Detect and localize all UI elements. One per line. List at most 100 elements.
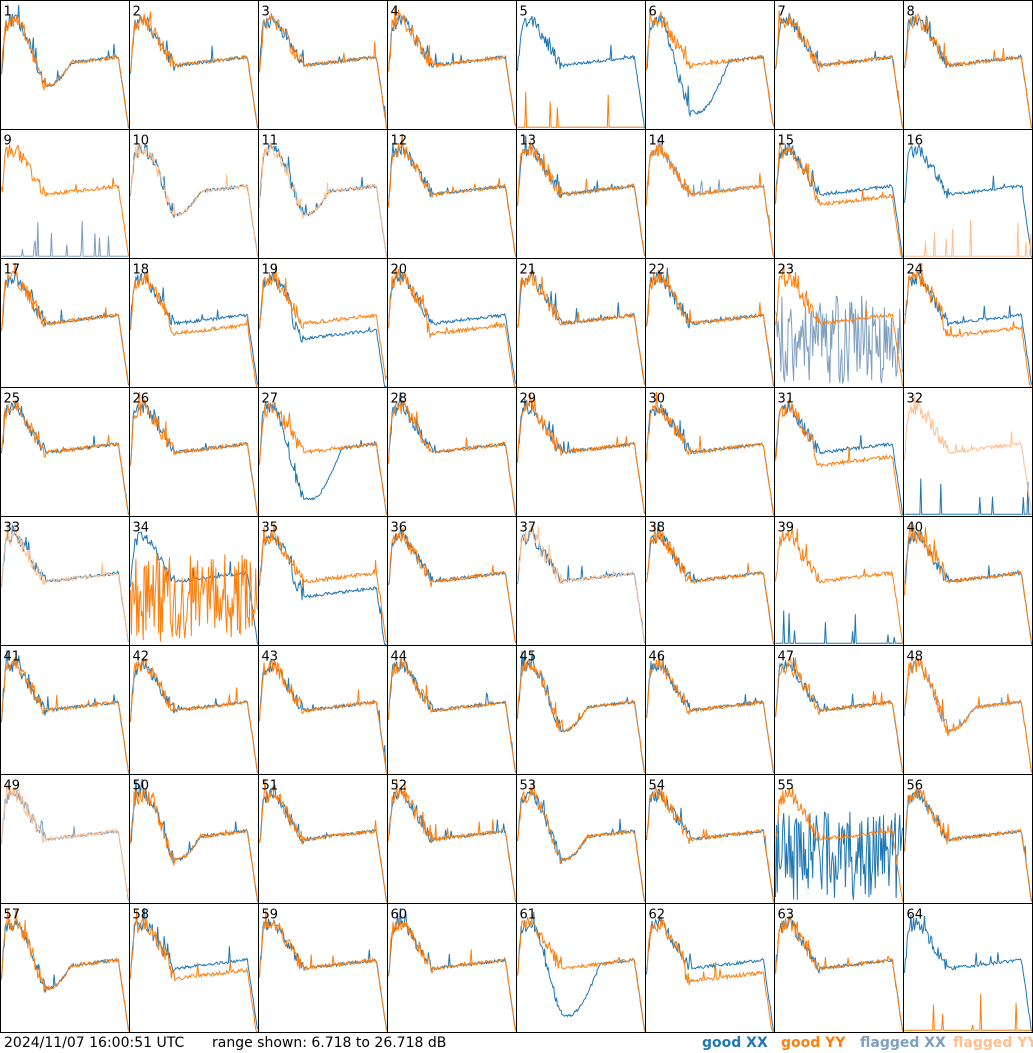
panel-label: 30 xyxy=(649,392,666,407)
panel-label: 19 xyxy=(262,263,279,278)
panel-label: 62 xyxy=(649,908,666,923)
panel-frame xyxy=(774,387,904,517)
panel-48: 48 xyxy=(903,645,1033,775)
panel-15: 15 xyxy=(774,129,904,259)
panel-11: 11 xyxy=(258,129,388,259)
panel-label: 15 xyxy=(778,134,795,149)
series-yy-line xyxy=(775,787,903,902)
series-yy-line xyxy=(1,522,129,643)
series-yy-line xyxy=(130,144,258,258)
panel-label: 3 xyxy=(262,5,270,20)
legend-flagged-yy: flagged YY xyxy=(953,1035,1033,1051)
panel-frame xyxy=(387,129,517,259)
panel-frame xyxy=(0,516,130,646)
panel-47: 47 xyxy=(774,645,904,775)
series-yy-line xyxy=(388,6,516,126)
series-xx-line xyxy=(775,610,903,644)
panel-4: 4 xyxy=(387,0,517,130)
panel-12: 12 xyxy=(387,129,517,259)
series-xx-line xyxy=(775,811,903,900)
panel-label: 10 xyxy=(133,134,150,149)
panel-frame xyxy=(129,387,259,517)
panel-44: 44 xyxy=(387,645,517,775)
panel-label: 56 xyxy=(907,779,924,794)
panel-label: 6 xyxy=(649,5,657,20)
series-xx-line xyxy=(388,907,516,1030)
series-yy-line xyxy=(646,652,774,773)
series-yy-line xyxy=(259,659,387,774)
series-yy-line xyxy=(388,135,516,257)
panel-label: 44 xyxy=(391,650,408,665)
panel-label: 64 xyxy=(907,908,924,923)
series-xx-line xyxy=(259,402,387,514)
series-yy-line xyxy=(1,399,129,514)
panel-53: 53 xyxy=(516,774,646,904)
series-yy-line xyxy=(259,263,387,380)
panel-label: 63 xyxy=(778,908,795,923)
series-xx-line xyxy=(904,478,1032,515)
series-yy-line xyxy=(904,262,1032,387)
series-xx-line xyxy=(646,916,774,1031)
panel-label: 24 xyxy=(907,263,924,278)
panel-17: 17 xyxy=(0,258,130,388)
series-yy-line xyxy=(775,528,903,644)
panel-label: 47 xyxy=(778,650,795,665)
series-xx-line xyxy=(1,650,129,774)
panel-frame xyxy=(0,387,130,517)
panel-frame xyxy=(258,645,388,775)
panel-label: 20 xyxy=(391,263,408,278)
panel-24: 24 xyxy=(903,258,1033,388)
series-yy-line xyxy=(904,993,1032,1031)
panel-label: 2 xyxy=(133,5,141,20)
series-yy-line xyxy=(904,219,1032,257)
series-yy-line xyxy=(1,14,129,127)
series-yy-line xyxy=(130,11,258,128)
panel-21: 21 xyxy=(516,258,646,388)
series-yy-line xyxy=(517,912,645,1032)
panel-52: 52 xyxy=(387,774,517,904)
panel-30: 30 xyxy=(645,387,775,517)
panel-label: 1 xyxy=(4,5,12,20)
panel-label: 37 xyxy=(520,521,537,536)
series-yy-line xyxy=(904,657,1032,773)
panel-6: 6 xyxy=(645,0,775,130)
panel-20: 20 xyxy=(387,258,517,388)
series-xx-line xyxy=(517,135,645,256)
panel-label: 32 xyxy=(907,392,924,407)
panel-frame xyxy=(903,645,1033,775)
series-yy-line xyxy=(130,391,258,516)
panel-label: 43 xyxy=(262,650,279,665)
series-yy-line xyxy=(259,143,387,258)
panel-frame xyxy=(903,516,1033,646)
series-yy-line xyxy=(646,521,774,645)
panel-label: 29 xyxy=(520,392,537,407)
panel-label: 41 xyxy=(4,650,21,665)
panel-14: 14 xyxy=(645,129,775,259)
panel-label: 50 xyxy=(133,779,150,794)
panel-41: 41 xyxy=(0,645,130,775)
panel-27: 27 xyxy=(258,387,388,517)
series-xx-line xyxy=(259,272,387,387)
panel-label: 21 xyxy=(520,263,537,278)
series-xx-line xyxy=(646,403,774,516)
panel-label: 7 xyxy=(778,5,786,20)
series-yy-line xyxy=(388,527,516,644)
panel-26: 26 xyxy=(129,387,259,517)
panel-label: 12 xyxy=(391,134,408,149)
series-yy-line xyxy=(1,782,129,895)
series-yy-line xyxy=(388,656,516,774)
panel-46: 46 xyxy=(645,645,775,775)
panel-label: 55 xyxy=(778,779,795,794)
series-xx-line xyxy=(130,778,258,903)
series-yy-line xyxy=(904,12,1032,129)
panel-64: 64 xyxy=(903,903,1033,1033)
series-yy-line xyxy=(130,553,258,642)
panel-label: 8 xyxy=(907,5,915,20)
panel-59: 59 xyxy=(258,903,388,1033)
panel-1: 1 xyxy=(0,0,130,130)
panel-frame xyxy=(645,129,775,259)
series-yy-line xyxy=(388,266,516,387)
series-yy-line xyxy=(259,12,387,129)
panel-5: 5 xyxy=(516,0,646,130)
panel-frame xyxy=(387,387,517,517)
